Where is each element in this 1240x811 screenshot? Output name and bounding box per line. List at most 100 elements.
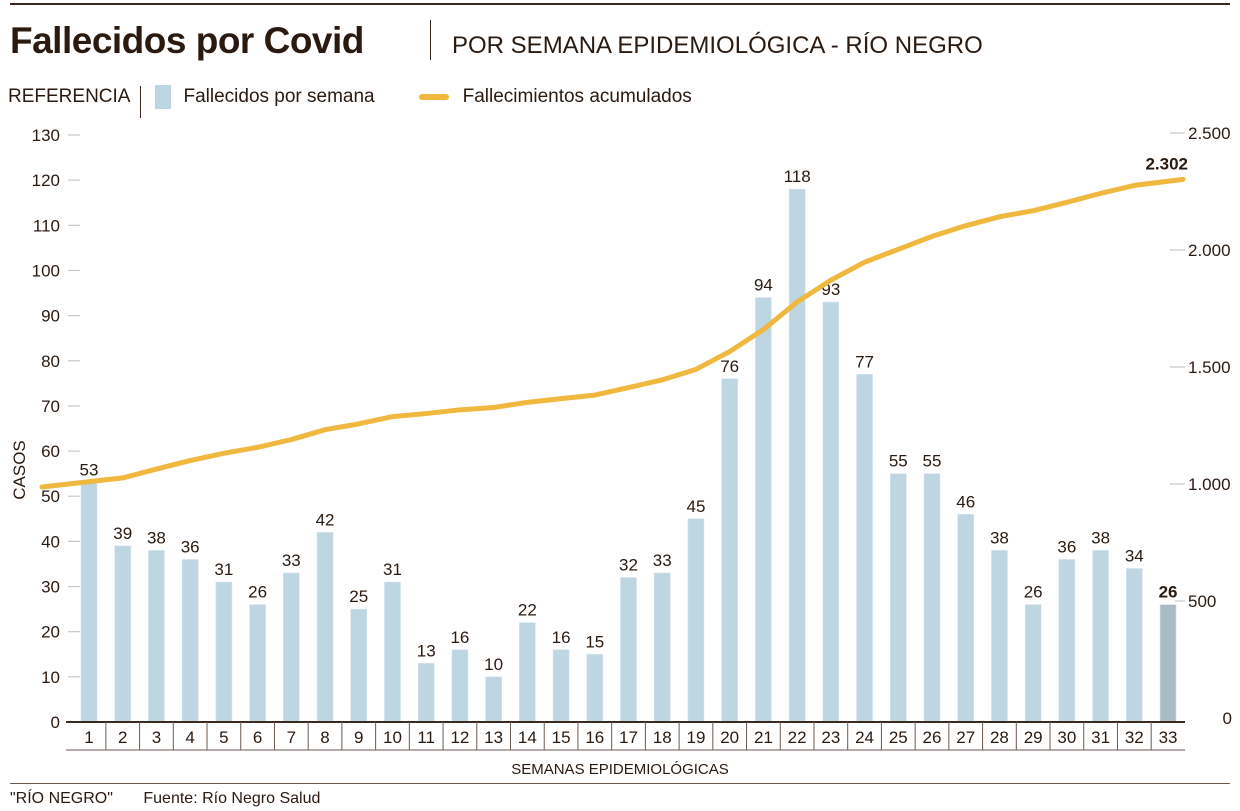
x-tick-label: 11 (417, 728, 435, 747)
bar-value-label: 33 (653, 551, 672, 570)
x-tick-label: 4 (185, 728, 194, 747)
y-tick-label: 100 (32, 261, 60, 280)
x-tick-label: 1 (84, 728, 93, 747)
title-separator (430, 20, 431, 60)
bar (653, 572, 671, 723)
bar (856, 374, 873, 723)
x-tick-label: 33 (1159, 728, 1178, 747)
x-tick-label: 18 (653, 728, 672, 747)
bar-value-label: 31 (214, 560, 233, 579)
bar (552, 649, 570, 723)
bar-value-label: 94 (754, 276, 773, 295)
bar (620, 577, 637, 723)
top-rule (10, 3, 1230, 5)
footer-source: Fuente: Río Negro Salud (143, 790, 321, 807)
bar (114, 545, 132, 723)
x-tick-label: 2 (118, 728, 127, 747)
x-tick-label: 8 (320, 728, 329, 747)
bar-value-label: 38 (1091, 528, 1110, 547)
bar (485, 676, 502, 723)
bar-value-label: 26 (1159, 583, 1178, 602)
bar-value-label: 46 (956, 492, 975, 511)
bar-value-label: 13 (417, 641, 436, 660)
x-tick-label: 15 (552, 728, 571, 747)
y-tick-label: 40 (41, 532, 60, 551)
x-tick-label: 12 (450, 728, 469, 747)
bar (1159, 604, 1177, 723)
x-tick-label: 27 (956, 728, 975, 747)
x-tick-label: 5 (219, 728, 228, 747)
bar-value-label: 31 (383, 560, 402, 579)
y-tick-label: 120 (32, 171, 60, 190)
cumulative-end-label: 2.302 (1145, 154, 1188, 173)
bar (1058, 559, 1076, 723)
bar (519, 622, 536, 723)
x-tick-label: 9 (354, 728, 363, 747)
y-tick-label: 20 (41, 623, 60, 642)
bar-value-label: 55 (889, 452, 908, 471)
bar-value-label: 36 (1057, 537, 1076, 556)
x-tick-label: 30 (1057, 728, 1076, 747)
bar (788, 188, 806, 723)
bar-value-label: 42 (316, 510, 335, 529)
bar-value-label: 53 (80, 461, 99, 480)
bar (586, 653, 604, 723)
x-tick-label: 28 (990, 728, 1009, 747)
legend-bar-swatch (155, 85, 172, 109)
bar-value-label: 45 (686, 497, 705, 516)
bar (350, 608, 368, 723)
bar (721, 378, 738, 723)
x-tick-label: 16 (585, 728, 604, 747)
legend: REFERENCIA Fallecidos por semana Falleci… (8, 84, 692, 118)
x-tick-label: 13 (484, 728, 503, 747)
bar-value-label: 34 (1125, 546, 1144, 565)
y2-tick-label: 500 (1188, 592, 1216, 611)
x-tick-label: 32 (1125, 728, 1144, 747)
chart-subtitle: POR SEMANA EPIDEMIOLÓGICA - RÍO NEGRO (452, 32, 983, 59)
legend-line-swatch (418, 94, 449, 100)
bar-value-label: 38 (147, 528, 166, 547)
x-axis-title: SEMANAS EPIDEMIOLÓGICAS (511, 761, 729, 778)
bar-value-label: 15 (585, 632, 604, 651)
x-tick-label: 17 (619, 728, 638, 747)
x-tick-label: 25 (889, 728, 908, 747)
bar-value-label: 38 (990, 528, 1009, 547)
bar (215, 581, 233, 723)
x-tick-label: 19 (686, 728, 705, 747)
bar (957, 513, 975, 723)
bar (687, 518, 705, 723)
bar (148, 550, 165, 723)
legend-line-label: Fallecimientos acumulados (462, 86, 692, 107)
bar-value-label: 25 (349, 587, 368, 606)
x-tick-label: 10 (383, 728, 402, 747)
bar (923, 473, 941, 723)
y-tick-label: 110 (33, 216, 60, 235)
bar (822, 301, 840, 723)
y-tick-label: 60 (41, 442, 60, 461)
bar-value-label: 10 (484, 655, 503, 674)
x-tick-label: 22 (788, 728, 807, 747)
x-tick-label: 29 (1024, 728, 1043, 747)
bar-value-label: 39 (113, 524, 132, 543)
footer: "RÍO NEGRO" Fuente: Río Negro Salud (10, 790, 320, 808)
bar (1092, 550, 1109, 723)
bar-value-label: 16 (450, 628, 469, 647)
y-axis-title: CASOS (10, 440, 29, 500)
chart-title: Fallecidos por Covid (10, 20, 364, 61)
x-tick-label: 24 (855, 728, 874, 747)
bar (991, 550, 1008, 723)
bar (384, 581, 401, 723)
bar (181, 559, 199, 723)
legend-title: REFERENCIA (8, 86, 131, 107)
x-tick-label: 6 (253, 728, 262, 747)
y2-tick-label: 0 (1223, 709, 1232, 728)
x-tick-label: 21 (754, 728, 773, 747)
y-tick-label: 90 (41, 307, 60, 326)
y-tick-label: 130 (32, 126, 60, 145)
bar (755, 297, 772, 723)
x-tick-label: 3 (152, 728, 161, 747)
bar-value-label: 26 (248, 583, 267, 602)
bar-value-label: 55 (923, 452, 942, 471)
x-tick-label: 14 (518, 728, 537, 747)
